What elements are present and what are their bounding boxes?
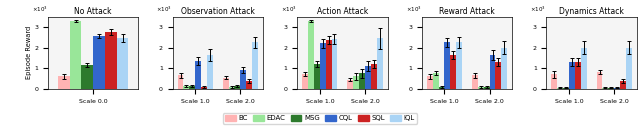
Title: Observation Attack: Observation Attack (181, 7, 255, 16)
Bar (359, 73, 365, 89)
Title: Action Attack: Action Attack (317, 7, 368, 16)
Text: $\times10^3$: $\times10^3$ (530, 4, 546, 14)
Bar (241, 70, 246, 89)
Bar (626, 47, 632, 89)
Bar (314, 64, 320, 89)
Bar (105, 32, 116, 89)
Title: Dynamics Attack: Dynamics Attack (559, 7, 624, 16)
Title: Reward Attack: Reward Attack (439, 7, 495, 16)
Bar (207, 55, 213, 89)
Bar (377, 38, 383, 89)
Bar (575, 62, 581, 89)
Bar (234, 86, 241, 89)
Bar (320, 43, 326, 89)
Bar (81, 65, 93, 89)
Bar (552, 74, 557, 89)
Bar (348, 80, 353, 89)
Bar (326, 40, 332, 89)
Bar (58, 76, 70, 89)
Bar (70, 21, 81, 89)
Bar (116, 38, 129, 89)
Bar (451, 55, 456, 89)
Text: $\times10^3$: $\times10^3$ (281, 4, 297, 14)
Bar (433, 73, 438, 89)
Bar (246, 81, 252, 89)
Bar (177, 75, 184, 89)
Bar (614, 88, 620, 89)
Text: $\times10^3$: $\times10^3$ (406, 4, 421, 14)
Bar (596, 72, 602, 89)
Bar (484, 87, 490, 89)
Bar (228, 87, 234, 89)
Text: $\times10^3$: $\times10^3$ (32, 4, 47, 14)
Title: No Attack: No Attack (74, 7, 112, 16)
Bar (184, 86, 189, 89)
Bar (332, 39, 337, 89)
Bar (444, 42, 451, 89)
Bar (581, 47, 587, 89)
Bar (569, 62, 575, 89)
Bar (478, 87, 484, 89)
Bar (609, 88, 614, 89)
Bar (308, 21, 314, 89)
Bar (456, 42, 462, 89)
Bar (93, 36, 105, 89)
Bar (472, 75, 478, 89)
Y-axis label: Episode Reward: Episode Reward (26, 26, 31, 79)
Legend: BC, EDAC, MSG, CQL, SQL, IQL: BC, EDAC, MSG, CQL, SQL, IQL (223, 113, 417, 124)
Bar (252, 42, 258, 89)
Bar (189, 86, 195, 89)
Bar (563, 88, 569, 89)
Bar (353, 76, 359, 89)
Bar (602, 88, 609, 89)
Bar (201, 87, 207, 89)
Bar (195, 61, 201, 89)
Bar (371, 64, 377, 89)
Bar (302, 74, 308, 89)
Bar (427, 76, 433, 89)
Bar (438, 87, 444, 89)
Bar (620, 81, 626, 89)
Bar (557, 88, 563, 89)
Bar (490, 55, 495, 89)
Bar (365, 66, 371, 89)
Text: $\times10^3$: $\times10^3$ (156, 4, 172, 14)
Bar (495, 62, 501, 89)
Bar (501, 47, 508, 89)
Bar (223, 77, 228, 89)
